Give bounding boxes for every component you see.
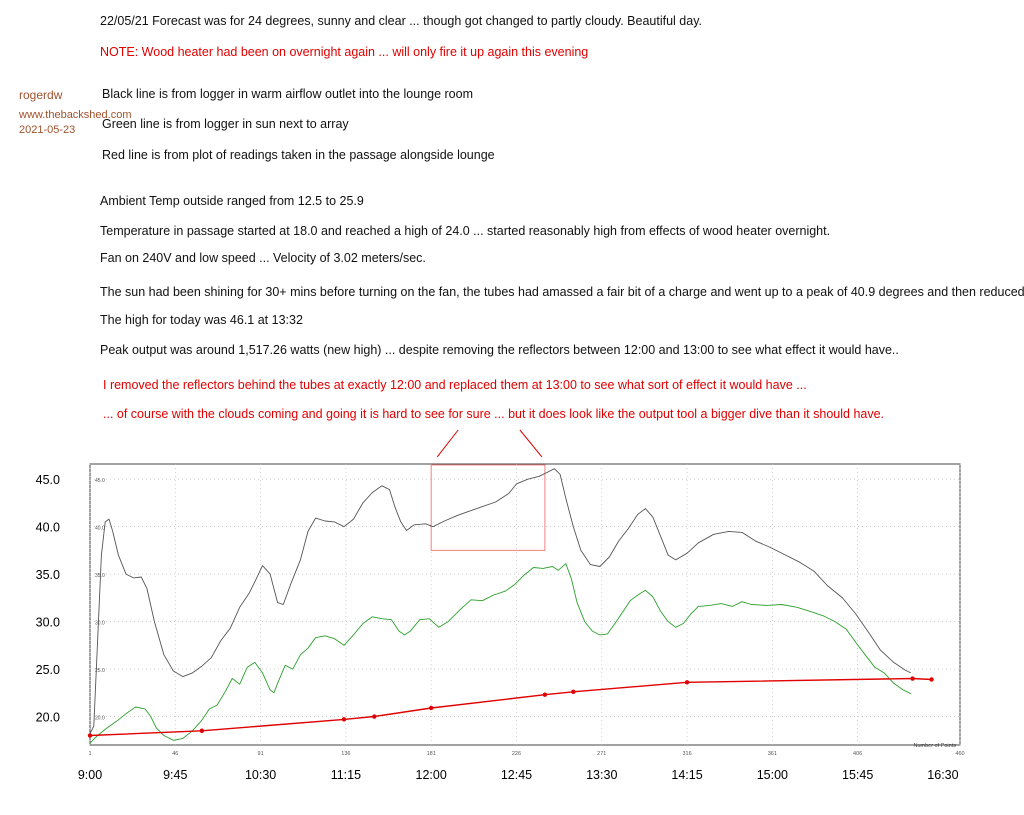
note-high: The high for today was 46.1 at 13:32 — [100, 313, 303, 327]
x-tick-label: 361 — [768, 751, 777, 757]
y-tick-small-label: 20.0 — [95, 716, 105, 722]
time-label: 12:45 — [501, 768, 532, 782]
x-tick-label: 460 — [955, 751, 964, 757]
series-line-green_series — [89, 563, 911, 744]
y-tick-label: 35.0 — [36, 568, 60, 582]
time-label: 14:15 — [671, 768, 702, 782]
legend-black-line: Black line is from logger in warm airflo… — [102, 87, 474, 101]
note-forecast: 22/05/21 Forecast was for 24 degrees, su… — [100, 14, 702, 28]
y-tick-label: 25.0 — [36, 663, 60, 677]
x-tick-label: 1 — [88, 751, 91, 757]
plot-frame — [89, 463, 961, 746]
axis-note: Number of Points — [914, 743, 957, 749]
note-sun: The sun had been shining for 30+ mins be… — [100, 285, 1024, 299]
legend-red-line: Red line is from plot of readings taken … — [102, 148, 495, 162]
y-tick-small-label: 30.0 — [95, 621, 105, 627]
note-fan: Fan on 240V and low speed ... Velocity o… — [100, 251, 426, 265]
watermark-user: rogerdw — [19, 88, 63, 102]
series-marker — [199, 728, 205, 733]
y-tick-small-label: 45.0 — [95, 478, 105, 484]
series-marker — [929, 677, 934, 682]
time-label: 15:00 — [757, 768, 788, 782]
series-marker — [372, 714, 377, 719]
time-label: 9:00 — [78, 768, 102, 782]
time-label: 11:15 — [331, 768, 361, 782]
series-marker — [910, 676, 915, 681]
y-tick-small-label: 25.0 — [95, 668, 105, 674]
series-marker — [87, 733, 93, 738]
time-label: 15:45 — [842, 768, 873, 782]
time-label: 12:00 — [416, 768, 447, 782]
x-tick-label: 181 — [427, 751, 436, 757]
x-tick-label: 136 — [341, 751, 350, 757]
series-marker — [684, 680, 690, 685]
pointer-line-right — [519, 429, 543, 458]
x-tick-label: 91 — [258, 751, 264, 757]
series-marker — [571, 689, 576, 695]
note-reflectors-1: I removed the reflectors behind the tube… — [103, 378, 807, 392]
watermark-date: 2021-05-23 — [19, 124, 76, 136]
x-tick-label: 406 — [853, 751, 862, 757]
watermark-site: www.thebackshed.com — [19, 109, 132, 121]
series-line-red_series — [89, 677, 932, 737]
time-label: 16:30 — [927, 768, 958, 782]
y-tick-small-label: 35.0 — [95, 573, 105, 579]
y-tick-label: 20.0 — [36, 711, 60, 725]
y-tick-label: 30.0 — [36, 616, 60, 630]
time-label: 10:30 — [245, 768, 276, 782]
y-tick-label: 40.0 — [36, 521, 60, 535]
time-label: 9:45 — [163, 768, 187, 782]
series-marker — [542, 692, 548, 697]
y-tick-label: 45.0 — [36, 473, 60, 487]
legend-green-line: Green line is from logger in sun next to… — [102, 117, 349, 131]
series-line-black_series — [89, 468, 911, 734]
note-ambient: Ambient Temp outside ranged from 12.5 to… — [100, 194, 364, 208]
note-peak: Peak output was around 1,517.26 watts (n… — [100, 343, 899, 357]
reflector-window-box — [430, 464, 546, 551]
time-label: 13:30 — [586, 768, 617, 782]
series-marker — [341, 717, 347, 722]
x-tick-label: 271 — [597, 751, 606, 757]
note-passage: Temperature in passage started at 18.0 a… — [100, 224, 831, 238]
note-wood-heater: NOTE: Wood heater had been on overnight … — [100, 45, 589, 59]
series-marker — [428, 705, 434, 711]
pointer-line-left — [436, 429, 459, 458]
y-tick-small-label: 40.0 — [95, 526, 105, 532]
x-tick-label: 316 — [682, 751, 691, 757]
note-reflectors-2: ... of course with the clouds coming and… — [103, 407, 885, 421]
x-tick-label: 226 — [512, 751, 521, 757]
x-tick-label: 46 — [172, 751, 178, 757]
